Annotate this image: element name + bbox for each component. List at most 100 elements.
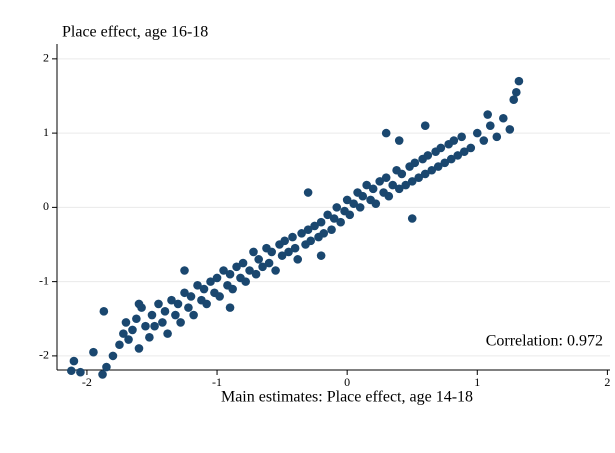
point [147, 310, 157, 320]
point [407, 214, 417, 223]
point [193, 281, 202, 290]
point [327, 225, 336, 234]
point [316, 217, 326, 227]
point [199, 284, 209, 294]
point [332, 203, 342, 212]
point [336, 217, 345, 227]
point [375, 177, 384, 186]
point [67, 366, 76, 376]
point [145, 333, 154, 342]
point [420, 121, 430, 130]
point [212, 273, 222, 283]
x-tick-label: 0 [344, 375, 350, 389]
point [176, 318, 185, 327]
point [293, 255, 303, 264]
point [414, 173, 424, 182]
point [319, 229, 329, 238]
point [388, 180, 398, 190]
point [251, 269, 261, 279]
chart-title: Place effect, age 16-18 [62, 24, 208, 41]
point [427, 165, 437, 175]
point [232, 262, 241, 272]
point [436, 143, 446, 153]
point [186, 292, 196, 301]
x-tick-label: 2 [604, 375, 610, 389]
point [158, 318, 167, 327]
point [290, 243, 300, 253]
point [407, 177, 417, 186]
point [280, 236, 290, 246]
point [173, 299, 183, 309]
point [241, 277, 250, 286]
point [184, 303, 193, 312]
point [102, 362, 111, 372]
point [394, 184, 404, 194]
point [401, 180, 411, 190]
point [160, 307, 170, 316]
x-tick-label: -1 [212, 375, 222, 389]
point [215, 292, 224, 301]
point [206, 277, 215, 286]
point [89, 347, 98, 357]
point [479, 136, 489, 145]
point [219, 266, 228, 275]
point [310, 221, 319, 231]
point [228, 284, 237, 294]
point [121, 318, 131, 327]
point [505, 125, 515, 134]
point [264, 258, 274, 268]
point [271, 266, 280, 275]
point [267, 247, 276, 257]
point [349, 199, 358, 208]
point [423, 151, 433, 160]
point [509, 95, 519, 104]
point [180, 266, 189, 275]
point [345, 210, 355, 220]
point [69, 356, 79, 366]
point [254, 255, 263, 264]
point [167, 295, 176, 305]
point [225, 303, 235, 312]
point [124, 335, 133, 344]
point [99, 307, 109, 316]
point [141, 321, 150, 331]
point [368, 184, 378, 194]
point [329, 214, 339, 223]
point [171, 310, 180, 320]
point [457, 132, 466, 142]
point [134, 299, 144, 309]
point [449, 136, 459, 145]
y-tick-label: 1 [43, 125, 49, 139]
point [115, 340, 124, 350]
point [134, 344, 144, 353]
point [284, 247, 293, 257]
point [316, 251, 326, 260]
point [512, 87, 521, 97]
point [180, 288, 189, 298]
point [446, 154, 456, 164]
point [108, 351, 118, 361]
point [459, 147, 469, 156]
point [499, 113, 508, 123]
point [189, 310, 198, 320]
point [163, 329, 172, 338]
point [514, 76, 524, 86]
point [150, 321, 159, 331]
point [154, 299, 163, 309]
point [381, 173, 391, 182]
point [371, 199, 381, 208]
point [440, 158, 450, 168]
point [453, 151, 463, 160]
point [132, 314, 141, 324]
point [238, 258, 248, 268]
point [384, 191, 394, 201]
x-tick-label: 1 [474, 375, 480, 389]
point [492, 132, 502, 142]
point [119, 329, 128, 338]
point [466, 143, 476, 153]
point [420, 169, 430, 179]
point [245, 266, 254, 275]
point [306, 236, 316, 246]
point [483, 110, 492, 119]
